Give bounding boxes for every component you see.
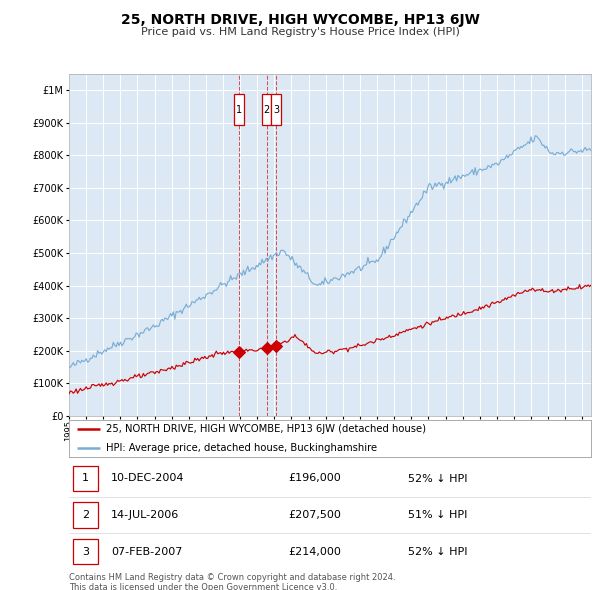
Text: 3: 3 bbox=[273, 104, 279, 114]
FancyBboxPatch shape bbox=[73, 466, 98, 491]
Text: Price paid vs. HM Land Registry's House Price Index (HPI): Price paid vs. HM Land Registry's House … bbox=[140, 27, 460, 37]
Text: 3: 3 bbox=[82, 547, 89, 556]
Text: £207,500: £207,500 bbox=[288, 510, 341, 520]
Text: £196,000: £196,000 bbox=[288, 474, 341, 483]
Text: 51% ↓ HPI: 51% ↓ HPI bbox=[409, 510, 467, 520]
Text: 25, NORTH DRIVE, HIGH WYCOMBE, HP13 6JW: 25, NORTH DRIVE, HIGH WYCOMBE, HP13 6JW bbox=[121, 13, 479, 27]
Text: 07-FEB-2007: 07-FEB-2007 bbox=[111, 547, 182, 556]
Text: 25, NORTH DRIVE, HIGH WYCOMBE, HP13 6JW (detached house): 25, NORTH DRIVE, HIGH WYCOMBE, HP13 6JW … bbox=[106, 424, 425, 434]
Text: £214,000: £214,000 bbox=[288, 547, 341, 556]
Point bbox=[262, 343, 271, 353]
Text: 14-JUL-2006: 14-JUL-2006 bbox=[111, 510, 179, 520]
Text: HPI: Average price, detached house, Buckinghamshire: HPI: Average price, detached house, Buck… bbox=[106, 443, 377, 453]
FancyBboxPatch shape bbox=[73, 539, 98, 565]
Text: 2: 2 bbox=[263, 104, 269, 114]
Text: 10-DEC-2004: 10-DEC-2004 bbox=[111, 474, 184, 483]
Text: 1: 1 bbox=[82, 474, 89, 483]
Text: 2: 2 bbox=[82, 510, 89, 520]
FancyBboxPatch shape bbox=[262, 94, 271, 125]
FancyBboxPatch shape bbox=[271, 94, 281, 125]
Text: Contains HM Land Registry data © Crown copyright and database right 2024.
This d: Contains HM Land Registry data © Crown c… bbox=[69, 573, 395, 590]
FancyBboxPatch shape bbox=[235, 94, 244, 125]
Point bbox=[271, 342, 281, 351]
FancyBboxPatch shape bbox=[73, 502, 98, 528]
Text: 1: 1 bbox=[236, 104, 242, 114]
Text: 52% ↓ HPI: 52% ↓ HPI bbox=[409, 474, 468, 483]
Text: 52% ↓ HPI: 52% ↓ HPI bbox=[409, 547, 468, 556]
Point bbox=[235, 348, 244, 357]
